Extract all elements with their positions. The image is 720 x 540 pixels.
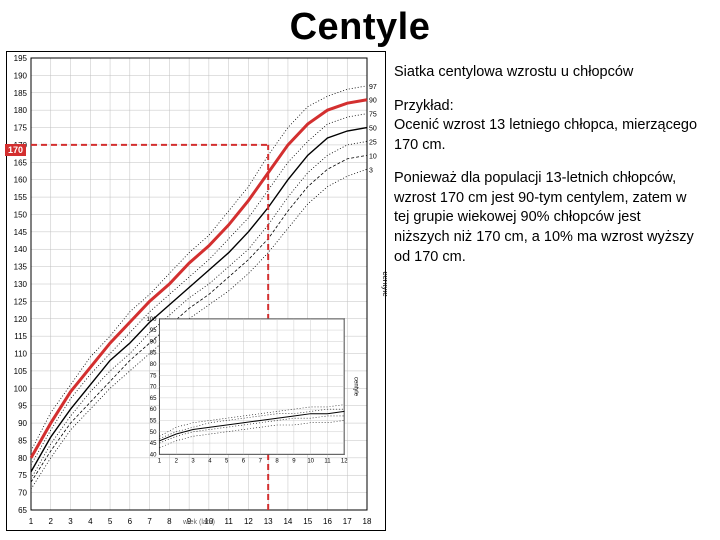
svg-text:10: 10 [369,153,377,160]
svg-text:100: 100 [14,384,28,393]
svg-text:6: 6 [128,517,133,526]
svg-text:195: 195 [14,54,28,63]
svg-text:80: 80 [150,362,157,368]
svg-text:11: 11 [224,517,233,526]
svg-text:45: 45 [150,441,157,447]
svg-text:wiek (lata): wiek (lata) [182,519,215,526]
svg-text:70: 70 [150,385,157,391]
svg-text:150: 150 [14,210,28,219]
svg-text:40: 40 [150,452,157,458]
svg-text:135: 135 [14,263,28,272]
svg-text:6: 6 [242,458,246,464]
svg-text:2: 2 [49,517,54,526]
svg-text:100: 100 [146,317,157,323]
svg-text:15: 15 [303,517,312,526]
svg-text:175: 175 [14,124,28,133]
example-body: Ocenić wzrost 13 letniego chłopca, mierz… [394,117,697,153]
svg-text:90: 90 [18,419,27,428]
svg-text:165: 165 [14,158,28,167]
svg-text:115: 115 [14,332,27,341]
svg-text:14: 14 [283,517,292,526]
svg-text:190: 190 [14,71,28,80]
svg-text:110: 110 [14,350,27,359]
svg-text:65: 65 [150,396,157,402]
svg-text:185: 185 [14,89,28,98]
svg-text:97: 97 [369,84,377,91]
svg-text:155: 155 [14,193,28,202]
svg-text:90: 90 [150,339,157,345]
svg-text:25: 25 [369,139,377,146]
svg-text:85: 85 [18,436,27,445]
svg-text:55: 55 [150,418,157,424]
svg-text:4: 4 [88,517,93,526]
chart-subtitle: Siatka centylowa wzrostu u chłopców [394,63,700,83]
svg-text:7: 7 [147,517,152,526]
svg-text:12: 12 [341,458,348,464]
svg-text:8: 8 [275,458,279,464]
svg-text:120: 120 [14,315,28,324]
svg-text:145: 145 [14,228,28,237]
svg-text:4: 4 [208,458,212,464]
svg-text:11: 11 [324,458,331,464]
svg-text:95: 95 [150,328,157,334]
percentile-chart: 170 123456789101112131415161718657075808… [6,51,386,531]
svg-text:centyle: centyle [352,377,358,397]
content-row: 170 123456789101112131415161718657075808… [0,49,720,531]
svg-text:75: 75 [18,471,27,480]
description-column: Siatka centylowa wzrostu u chłopców Przy… [386,49,708,531]
svg-text:centyle: centyle [381,271,387,297]
svg-text:3: 3 [369,167,373,174]
svg-text:65: 65 [18,506,27,515]
svg-text:85: 85 [150,351,157,357]
svg-text:180: 180 [14,106,28,115]
svg-text:160: 160 [14,176,28,185]
svg-text:5: 5 [108,517,113,526]
svg-text:10: 10 [307,458,314,464]
svg-text:95: 95 [18,402,27,411]
percentile-chart-svg: 1234567891011121314151617186570758085909… [7,52,387,530]
page-title: Centyle [0,0,720,49]
svg-text:17: 17 [343,517,352,526]
svg-text:3: 3 [68,517,73,526]
svg-text:3: 3 [191,458,195,464]
svg-text:9: 9 [292,458,296,464]
svg-text:8: 8 [167,517,172,526]
svg-text:80: 80 [18,454,27,463]
svg-text:2: 2 [175,458,179,464]
svg-text:130: 130 [14,280,28,289]
svg-text:75: 75 [369,112,377,119]
svg-text:18: 18 [363,517,372,526]
svg-text:70: 70 [18,489,27,498]
example-label: Przykład: [394,98,454,114]
y-highlight-label: 170 [5,144,26,156]
svg-text:90: 90 [369,98,377,105]
svg-text:105: 105 [14,367,28,376]
svg-text:50: 50 [369,126,377,133]
svg-text:125: 125 [14,297,28,306]
svg-text:1: 1 [158,458,162,464]
svg-text:12: 12 [244,517,253,526]
svg-text:13: 13 [264,517,273,526]
svg-text:60: 60 [150,407,157,413]
svg-text:16: 16 [323,517,332,526]
example-paragraph: Przykład: Ocenić wzrost 13 letniego chło… [394,97,700,156]
explanation-paragraph: Ponieważ dla populacji 13-letnich chłopc… [394,169,700,267]
svg-text:50: 50 [150,430,157,436]
svg-text:140: 140 [14,245,28,254]
svg-text:1: 1 [29,517,34,526]
svg-text:75: 75 [150,373,157,379]
svg-text:7: 7 [259,458,263,464]
